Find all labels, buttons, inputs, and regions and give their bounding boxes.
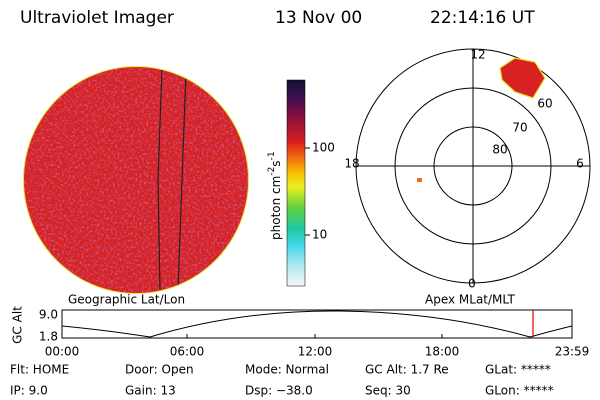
lat-label: 80 [492, 143, 507, 157]
altitude-plot [61, 309, 573, 339]
status-field: Dsp: −38.0 [245, 384, 313, 398]
projection-label: Geographic Lat/Lon [68, 293, 185, 307]
x-tick-label: 12:00 [298, 345, 333, 359]
status-field: GLon: ***** [485, 384, 554, 398]
x-tick-label: 06:00 [170, 345, 205, 359]
x-tick-label: 23:59 [555, 345, 590, 359]
status-field: GC Alt: 1.7 Re [365, 363, 449, 377]
mlt-label: 12 [470, 48, 485, 62]
unit: photon cm [269, 176, 283, 240]
x-tick-label: 00:00 [45, 345, 80, 359]
time: 22:14:16 UT [430, 8, 535, 28]
status-field: Gain: 13 [125, 384, 176, 398]
status-field: Seq: 30 [365, 384, 411, 398]
geographic-image [23, 66, 249, 294]
date: 13 Nov 00 [275, 8, 362, 28]
y-tick-label: 1.8 [39, 330, 58, 344]
mlt-label: 6 [576, 157, 584, 171]
instrument-title: Ultraviolet Imager [20, 8, 174, 28]
colorbar [286, 79, 306, 287]
projection-label: Apex MLat/MLT [425, 293, 515, 307]
colorbar-tick-label: 100 [312, 141, 335, 155]
status-field: Flt: HOME [10, 363, 69, 377]
lat-label: 70 [512, 121, 527, 135]
lat-label: 60 [537, 97, 552, 111]
mlt-label: 0 [468, 277, 476, 291]
status-field: Door: Open [125, 363, 194, 377]
status-field: Mode: Normal [245, 363, 329, 377]
status-panel: Flt: HOME Door: Open Mode: Normal GC Alt: 1… [10, 363, 554, 398]
unit: s [269, 160, 283, 166]
unit-exp: -2 [267, 167, 277, 176]
mlt-label: 18 [344, 157, 359, 171]
aurora-blob [499, 57, 546, 99]
y-axis-label: GC Alt [11, 306, 25, 344]
y-tick-label: 9.0 [39, 308, 58, 322]
status-field: IP: 9.0 [10, 384, 48, 398]
polar-plot [355, 48, 591, 284]
aurora-spot [417, 178, 422, 182]
colorbar-label: photon cm-2s-1 [267, 151, 283, 240]
status-field: GLat: ***** [485, 363, 551, 377]
unit-exp: -1 [267, 151, 277, 160]
colorbar-tick-label: 10 [312, 228, 327, 242]
x-tick-label: 18:00 [425, 345, 460, 359]
